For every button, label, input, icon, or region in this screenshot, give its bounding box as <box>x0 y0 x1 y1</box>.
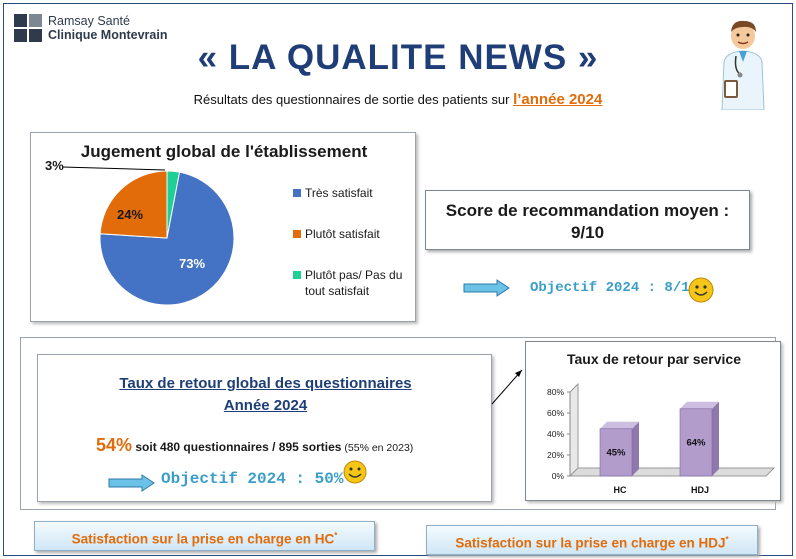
pie-slice-1 <box>99 170 168 239</box>
footnote-marker: * <box>334 531 338 540</box>
return-rate-objective: Objectif 2024 : 50% <box>161 470 344 488</box>
bar-HC <box>599 428 633 477</box>
satisfaction-hdj-label: Satisfaction sur la prise en charge en H… <box>455 535 726 551</box>
newsletter-title: « LA QUALITE NEWS » <box>197 38 599 77</box>
legend-swatch <box>293 189 301 197</box>
score-value: 9/10 <box>570 223 605 242</box>
x-tick-label: HDJ <box>691 485 709 495</box>
y-tick-label: 80% <box>547 387 564 397</box>
x-tick-label: HC <box>614 485 627 495</box>
chart-title: Taux de retour par service <box>566 351 742 367</box>
satisfaction-hdj-button[interactable]: Satisfaction sur la prise en charge en H… <box>426 525 758 555</box>
return-rate-count: 480 questionnaires / <box>160 440 279 454</box>
arrow-icon <box>108 474 155 492</box>
subtitle-year: l’année 2024 <box>513 91 603 108</box>
pie-label-pas-satisfait: 3% <box>45 158 64 173</box>
service-return-chart: Taux de retour par service 0% 20% 40% 60% 80… <box>525 341 781 501</box>
smiley-icon <box>688 277 714 303</box>
judgement-title: Jugement global de l'établissement <box>80 142 368 161</box>
bar-value-label: 64% <box>686 437 706 448</box>
return-rate-stat: 54% soit 480 questionnaires / 895 sortie… <box>96 435 413 456</box>
score-label: Score de recommandation moyen : <box>445 201 730 220</box>
score-objective: Objectif 2024 : 8/10 <box>530 280 699 296</box>
bar-top-HC <box>600 421 639 429</box>
legend-swatch <box>293 230 301 238</box>
bar-side-HC <box>632 421 639 476</box>
satisfaction-hc-button[interactable]: Satisfaction sur la prise en charge en H… <box>34 521 375 551</box>
legend-swatch <box>293 271 301 279</box>
bar-side-HDJ <box>712 401 719 476</box>
pie-label-tres: 73% <box>179 256 206 271</box>
logo-clinic: Clinique Montevrain <box>48 28 168 42</box>
pointer-arrow <box>491 369 523 405</box>
satisfaction-hc-label: Satisfaction sur la prise en charge en H… <box>71 531 335 547</box>
return-rate-box: Taux de retour global des questionnaires… <box>37 354 492 502</box>
legend-label: Plutôt pas/ Pas du tout satisfait <box>305 268 403 298</box>
return-rate-title-line1: Taux de retour global des questionnaires <box>119 375 412 392</box>
arrow-icon <box>463 279 510 297</box>
logo-brand: Ramsay Santé <box>48 14 130 28</box>
pie-label-plutot: 24% <box>117 207 144 222</box>
y-tick-label: 20% <box>547 450 564 460</box>
pie-slice-0 <box>99 171 235 306</box>
return-rate-previous: (55% en 2023) <box>341 442 414 454</box>
chart-side-wall <box>569 382 579 478</box>
page-frame <box>3 3 793 556</box>
legend-item-plutot: Plutôt satisfait <box>293 226 411 242</box>
return-rate-title-line2: Année 2024 <box>223 397 308 414</box>
legend-label: Très satisfait <box>305 186 373 200</box>
bar-value-label: 45% <box>606 447 626 458</box>
bar-top-HDJ <box>680 401 719 409</box>
legend-item-tres: Très satisfait <box>293 185 411 201</box>
logo-mark-icon <box>14 14 42 42</box>
judgement-pie <box>61 166 235 306</box>
legend-label: Plutôt satisfait <box>305 227 380 241</box>
subtitle-text: Résultats des questionnaires de sortie d… <box>193 92 510 107</box>
return-rate-sorties: 895 sorties <box>278 440 342 454</box>
judgement-chart: Jugement global de l'établissement 3% 24… <box>30 132 416 322</box>
newsletter-subtitle: Résultats des questionnaires de sortie d… <box>0 91 796 108</box>
y-tick-label: 0% <box>552 471 565 481</box>
bar-chart-svg: 0% 20% 40% 60% 80% 45% HC 64% HDJ <box>547 382 776 495</box>
ramsay-logo: Ramsay Santé Clinique Montevrain <box>14 14 167 42</box>
smiley-icon <box>343 460 367 484</box>
legend-item-pas: Plutôt pas/ Pas du tout satisfait <box>293 267 411 299</box>
bar-HDJ <box>679 408 713 477</box>
score-box: Score de recommandation moyen : 9/10 <box>425 190 750 250</box>
return-rate-soit: soit <box>132 440 161 454</box>
return-rate-percent: 54% <box>96 435 133 455</box>
doctor-illustration <box>721 20 765 110</box>
y-tick-label: 60% <box>547 408 564 418</box>
y-tick-label: 40% <box>547 429 564 439</box>
leader-line <box>61 166 166 171</box>
return-rate-title: Taux de retour global des questionnaires… <box>38 373 493 417</box>
footnote-marker: * <box>725 535 729 544</box>
judgement-legend: Très satisfait Plutôt satisfait Plutôt p… <box>293 185 411 324</box>
